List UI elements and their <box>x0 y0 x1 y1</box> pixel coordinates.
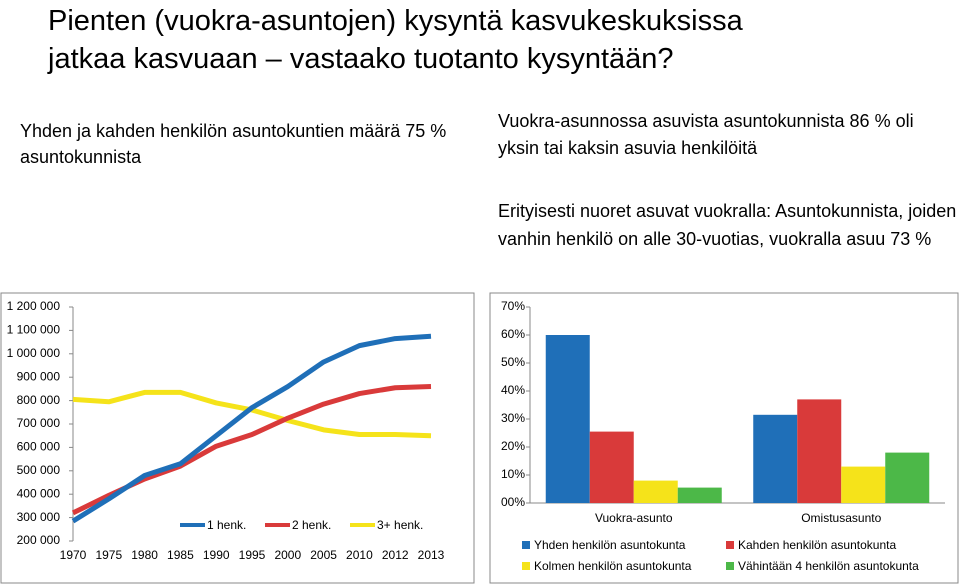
x-tick-label: Omistusasunto <box>801 511 881 525</box>
legend-swatch <box>522 562 530 570</box>
legend-label: 3+ henk. <box>377 518 423 532</box>
x-tick-label: 2000 <box>274 548 301 562</box>
chart-frame <box>0 292 475 584</box>
x-tick-label: 1970 <box>60 548 87 562</box>
title-line: jatkaa kasvuaan – vastaako tuotanto kysy… <box>48 43 674 75</box>
x-tick-label: 1985 <box>167 548 194 562</box>
y-tick-label: 600 000 <box>17 440 61 454</box>
y-tick-label: 00% <box>501 495 525 509</box>
bar <box>885 452 930 503</box>
y-tick-label: 200 000 <box>17 533 61 547</box>
slide-title: Pienten (vuokra-asuntojen) kysyntä kasvu… <box>48 2 743 78</box>
legend-label: 2 henk. <box>292 518 331 532</box>
legend-label: Yhden henkilön asuntokunta <box>534 538 686 552</box>
x-tick-label: 1980 <box>131 548 158 562</box>
bar <box>633 480 678 503</box>
y-tick-label: 500 000 <box>17 463 61 477</box>
x-tick-label: 2013 <box>418 548 445 562</box>
y-tick-label: 70% <box>501 299 525 313</box>
x-tick-label: 1975 <box>95 548 122 562</box>
y-tick-label: 20% <box>501 439 525 453</box>
y-tick-label: 1 000 000 <box>7 346 61 360</box>
bar <box>797 399 842 503</box>
x-tick-label: 2010 <box>346 548 373 562</box>
line-series <box>72 389 432 439</box>
right-text: Vuokra-asunnossa asuvista asuntokunnista… <box>498 111 914 158</box>
x-tick-label: 1990 <box>203 548 230 562</box>
legend-label: Kahden henkilön asuntokunta <box>738 538 896 552</box>
y-tick-label: 10% <box>501 467 525 481</box>
y-tick-label: 900 000 <box>17 369 61 383</box>
title-line: Pienten (vuokra-asuntojen) kysyntä kasvu… <box>48 5 743 37</box>
y-tick-label: 1 100 000 <box>7 323 61 337</box>
y-tick-label: 1 200 000 <box>7 299 61 313</box>
bar <box>545 335 590 503</box>
y-tick-label: 30% <box>501 411 525 425</box>
x-tick-label: 1995 <box>239 548 266 562</box>
bar <box>677 487 722 503</box>
y-tick-label: 800 000 <box>17 393 61 407</box>
legend-swatch <box>726 562 734 570</box>
right-text: Erityisesti nuoret asuvat vuokralla: Asu… <box>498 201 957 249</box>
left-text: Yhden ja kahden henkilön asuntokuntien m… <box>20 121 447 167</box>
y-tick-label: 60% <box>501 327 525 341</box>
chart-frame <box>489 292 959 584</box>
y-tick-label: 40% <box>501 383 525 397</box>
bar <box>841 466 886 503</box>
y-tick-label: 700 000 <box>17 416 61 430</box>
legend-swatch <box>726 541 734 549</box>
x-tick-label: 2005 <box>310 548 337 562</box>
x-tick-label: 2012 <box>382 548 409 562</box>
y-tick-label: 300 000 <box>17 510 61 524</box>
legend-label: Vähintään 4 henkilön asuntokunta <box>738 559 919 573</box>
bar <box>753 414 798 503</box>
x-tick-label: Vuokra-asunto <box>595 511 673 525</box>
bar <box>589 431 634 503</box>
legend-label: 1 henk. <box>207 518 246 532</box>
y-tick-label: 400 000 <box>17 486 61 500</box>
legend-swatch <box>522 541 530 549</box>
line-series <box>71 333 432 524</box>
y-tick-label: 50% <box>501 355 525 369</box>
legend-label: Kolmen henkilön asuntokunta <box>534 559 692 573</box>
